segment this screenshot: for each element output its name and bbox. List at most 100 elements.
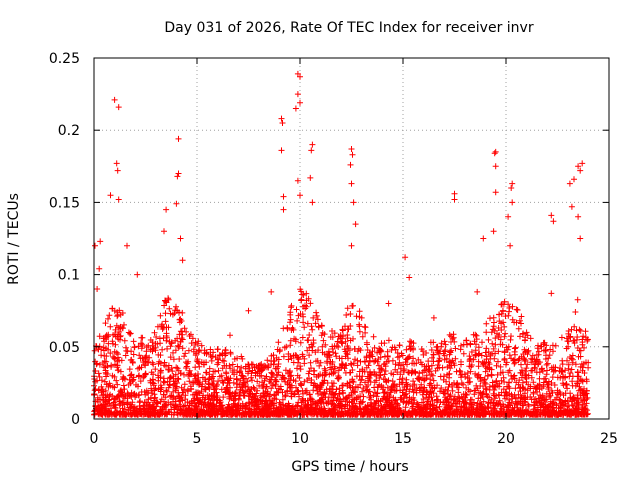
data-point (184, 360, 191, 367)
data-point (284, 388, 291, 395)
data-point (283, 343, 290, 350)
data-point (518, 320, 524, 327)
data-point (339, 362, 346, 369)
data-point (109, 340, 116, 347)
data-point (268, 385, 275, 392)
data-point (362, 324, 369, 331)
data-point (417, 359, 424, 366)
data-point (210, 373, 217, 380)
data-point (94, 286, 101, 292)
data-point (378, 382, 385, 389)
data-point (424, 411, 431, 418)
data-point (282, 393, 288, 400)
data-point (208, 405, 215, 412)
data-point (282, 367, 289, 374)
data-point (434, 347, 441, 354)
data-point (122, 344, 129, 351)
data-point (430, 314, 437, 321)
data-point (272, 408, 279, 415)
data-point (164, 345, 171, 352)
data-point (253, 398, 259, 405)
data-point (400, 361, 407, 368)
data-point (343, 395, 350, 402)
data-point (466, 358, 473, 365)
data-point (523, 375, 530, 382)
data-point (367, 408, 374, 415)
data-point (297, 366, 304, 373)
data-point (166, 366, 172, 373)
data-point (343, 312, 350, 318)
data-point (441, 373, 447, 380)
data-point (252, 397, 259, 404)
data-point (491, 150, 498, 157)
data-point (366, 375, 373, 381)
data-point (483, 365, 490, 372)
data-point (353, 373, 360, 380)
data-point (112, 326, 119, 333)
data-point (170, 349, 176, 356)
data-point (164, 378, 171, 385)
data-point (214, 346, 221, 353)
data-point (453, 368, 460, 375)
data-point (509, 393, 516, 400)
data-point (502, 330, 509, 337)
data-point (135, 365, 141, 372)
data-point (407, 338, 413, 345)
data-point (299, 334, 306, 341)
data-point (170, 411, 177, 418)
data-point (385, 337, 392, 344)
data-point (400, 367, 407, 374)
data-point (569, 395, 576, 402)
data-point (150, 382, 157, 389)
data-point (117, 400, 124, 407)
data-point (297, 380, 304, 387)
data-point (407, 383, 414, 390)
data-point (115, 354, 121, 361)
data-point (521, 356, 528, 363)
data-point (348, 242, 355, 249)
data-point (401, 411, 408, 418)
data-point (449, 402, 456, 409)
data-point (215, 408, 222, 415)
data-point (480, 235, 487, 242)
data-point (165, 324, 172, 331)
data-point (427, 339, 434, 346)
data-point (518, 374, 525, 381)
data-point (581, 370, 588, 376)
data-point (254, 370, 261, 377)
data-point (166, 338, 173, 345)
data-point (481, 376, 488, 383)
data-point (140, 402, 147, 409)
data-point (494, 371, 501, 378)
data-point (439, 364, 446, 371)
data-point (466, 400, 473, 407)
data-point (344, 326, 351, 333)
data-point (143, 344, 150, 351)
data-point (106, 400, 113, 407)
data-point (524, 387, 531, 394)
data-point (199, 374, 206, 381)
data-point (92, 386, 99, 393)
data-point (455, 389, 462, 396)
data-point (323, 410, 329, 417)
data-point (202, 378, 209, 385)
data-point (380, 361, 387, 368)
data-point (342, 338, 349, 345)
data-point (122, 411, 129, 418)
data-point (153, 334, 160, 340)
data-point (116, 392, 123, 399)
data-point (522, 349, 529, 356)
data-point (519, 379, 526, 386)
data-point (149, 348, 156, 355)
data-point (347, 369, 354, 376)
data-point (105, 411, 112, 418)
data-point (110, 332, 117, 338)
data-point (159, 346, 166, 353)
data-point (303, 290, 310, 297)
data-point (428, 394, 435, 401)
data-point (94, 360, 100, 367)
data-point (161, 302, 168, 309)
data-point (513, 401, 520, 408)
data-point (126, 366, 133, 373)
